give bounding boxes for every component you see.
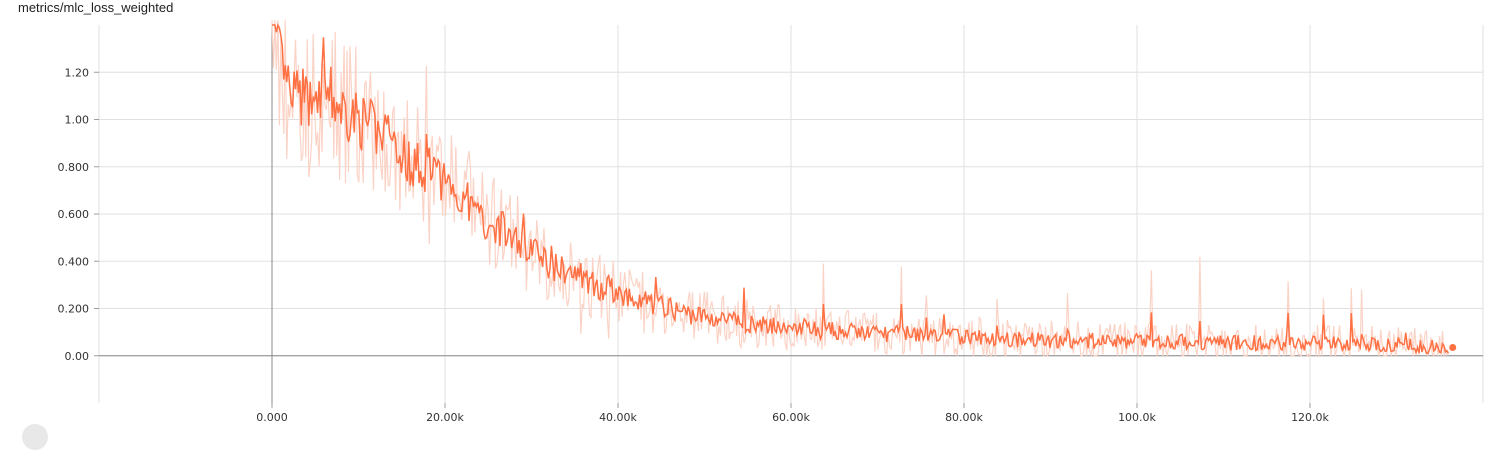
y-tick-label: 0.00 — [65, 350, 90, 363]
smoothed-series-layer — [272, 22, 1457, 356]
y-tick-label: 0.600 — [58, 208, 90, 221]
raw-series-layer — [271, 20, 1449, 358]
x-tick-label: 20.00k — [426, 411, 464, 424]
toggle-icon[interactable] — [22, 424, 48, 450]
x-tick-label: 40.00k — [599, 411, 637, 424]
x-tick-label: 100.0k — [1118, 411, 1156, 424]
series-end-point — [1449, 343, 1457, 351]
tick-labels: 0.000 20.00k 40.00k 60.00k 80.00k 100.0k 120.0… — [58, 66, 1330, 424]
x-tick-label: 80.00k — [945, 411, 983, 424]
chart-title: metrics/mlc_loss_weighted — [18, 0, 174, 15]
x-tick-label: 60.00k — [772, 411, 810, 424]
y-tick-label: 0.400 — [58, 255, 90, 268]
chart-svg: 0.000 20.00k 40.00k 60.00k 80.00k 100.0k 120.0… — [58, 20, 1484, 424]
x-tick-label: 120.0k — [1291, 411, 1329, 424]
y-tick-label: 1.00 — [65, 114, 90, 127]
y-tick-label: 0.200 — [58, 303, 90, 316]
series-line — [272, 22, 1450, 356]
raw-series-line — [271, 20, 1449, 358]
x-tick-label: 0.000 — [256, 411, 288, 424]
y-tick-label: 0.800 — [58, 161, 90, 174]
axes — [94, 25, 1483, 408]
y-tick-label: 1.20 — [65, 66, 90, 79]
